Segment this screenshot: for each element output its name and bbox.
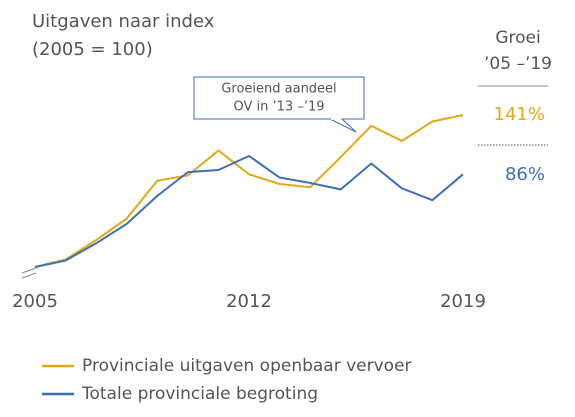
- growth-header: ’05 –’19: [484, 54, 552, 74]
- chart-subtitle: (2005 = 100): [32, 39, 153, 60]
- growth-label: 141%: [494, 104, 545, 125]
- x-tick-label: 2005: [12, 291, 58, 312]
- annotation-pointer: [329, 118, 357, 133]
- chart-title: Uitgaven naar index: [32, 11, 215, 32]
- axis-break: [21, 272, 37, 279]
- x-tick-label: 2019: [440, 291, 486, 312]
- legend-label: Provinciale uitgaven openbaar vervoer: [82, 356, 412, 376]
- annotation: OV in ’13 –’19: [234, 100, 325, 115]
- annotation-box: [193, 76, 365, 120]
- series-line: [34, 154, 464, 268]
- growth-header: Groei: [495, 28, 540, 48]
- x-tick-label: 2012: [226, 291, 272, 312]
- axis-break: [21, 267, 37, 274]
- series-line: [34, 114, 464, 268]
- annotation: Groeiend aandeel: [221, 82, 336, 97]
- growth-label: 86%: [505, 164, 545, 185]
- legend-label: Totale provinciale begroting: [81, 384, 318, 404]
